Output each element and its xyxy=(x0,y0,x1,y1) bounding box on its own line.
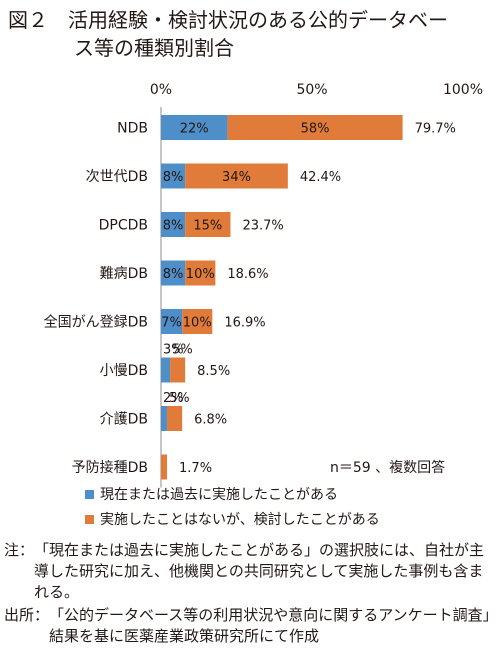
data-label: 15% xyxy=(193,219,222,234)
category-label: 全国がん登録DB xyxy=(44,314,148,331)
bar-segment-current-or-past xyxy=(161,115,228,140)
x-tick-label: 50% xyxy=(296,82,327,98)
bar-segment-considered xyxy=(167,406,183,431)
sample-size-annotation: n＝59 、複数回答 xyxy=(330,459,445,476)
data-label: 10% xyxy=(183,316,212,331)
legend-swatch xyxy=(85,490,94,499)
total-label: 23.7% xyxy=(242,219,283,234)
category-label: NDB xyxy=(117,121,148,137)
note-label: 注： xyxy=(4,541,35,559)
notes-block: 注： 「現在または過去に実施したことがある」の選択肢には、自社が主導した研究に加… xyxy=(4,540,496,647)
data-label: 5% xyxy=(172,343,193,358)
data-label: 3% xyxy=(163,343,184,358)
data-label: 58% xyxy=(301,122,330,137)
category-label: 介護DB xyxy=(100,412,148,428)
category-label: DPCDB xyxy=(99,218,148,234)
source-text: 「公的データベース等の利用状況や意向に関するアンケート調査」結果を基に医薬産業政… xyxy=(49,606,491,645)
data-label: 7% xyxy=(161,316,182,331)
legend-label: 実施したことはないが、検討したことがある xyxy=(100,512,380,528)
data-label: 34% xyxy=(222,170,251,185)
bar-segment-current-or-past xyxy=(161,309,183,334)
bar-segment-current-or-past xyxy=(161,163,186,189)
category-label: 難病DB xyxy=(100,266,148,282)
bar-segment-considered xyxy=(227,115,403,140)
total-label: 79.7% xyxy=(415,122,456,137)
data-label: 5% xyxy=(169,391,190,406)
source-row: 出所： 「公的データベース等の利用状況や意向に関するアンケート調査」結果を基に医… xyxy=(4,605,496,647)
stacked-bar-chart: 0% 50% 100% NDB 22% 58% 79.7% 次世代DB 8% 34% 42.4% DP… xyxy=(44,82,483,528)
bar-segment-considered xyxy=(185,212,231,237)
total-label: 1.7% xyxy=(179,461,212,476)
bar-segment-considered xyxy=(161,454,168,480)
data-label: 8% xyxy=(163,170,184,185)
data-label: 8% xyxy=(163,267,184,282)
figure-title: 図２ 活用経験・検討状況のある公的データベー ス等の種類別割合 xyxy=(8,6,488,62)
source-label: 出所： xyxy=(4,606,50,624)
total-label: 18.6% xyxy=(227,267,268,282)
bar-segment-considered xyxy=(185,260,216,286)
total-label: 6.8% xyxy=(194,413,227,428)
bar-segment-current-or-past xyxy=(161,212,186,237)
bar-segment-considered xyxy=(170,357,186,383)
figure-title-line2: ス等の種類別割合 xyxy=(74,36,234,60)
bar-segment-current-or-past xyxy=(161,406,168,431)
total-label: 8.5% xyxy=(197,364,230,379)
category-label: 次世代DB xyxy=(86,169,148,185)
category-label: 予防接種DB xyxy=(72,459,148,476)
data-label: 10% xyxy=(186,267,215,282)
note-row: 注： 「現在または過去に実施したことがある」の選択肢には、自社が主導した研究に加… xyxy=(4,540,496,603)
category-label: 小慢DB xyxy=(100,362,148,379)
total-label: 16.9% xyxy=(224,316,265,331)
bar-segment-current-or-past xyxy=(161,260,186,286)
x-tick-label: 0% xyxy=(150,82,172,98)
bar-segment-considered xyxy=(182,309,213,334)
data-label: 22% xyxy=(180,122,209,137)
x-tick-label: 100% xyxy=(443,82,483,98)
total-label: 42.4% xyxy=(300,170,341,185)
bar-segment-current-or-past xyxy=(161,357,171,383)
bar-segment-considered xyxy=(185,163,288,189)
figure-title-line1: 図２ 活用経験・検討状況のある公的データベー xyxy=(8,8,448,32)
legend-label: 現在または過去に実施したことがある xyxy=(100,487,338,503)
data-label: 8% xyxy=(163,219,184,234)
data-label: 2% xyxy=(163,391,184,406)
note-text: 「現在または過去に実施したことがある」の選択肢には、自社が主導した研究に加え、他… xyxy=(34,541,485,601)
legend-swatch xyxy=(85,515,94,524)
